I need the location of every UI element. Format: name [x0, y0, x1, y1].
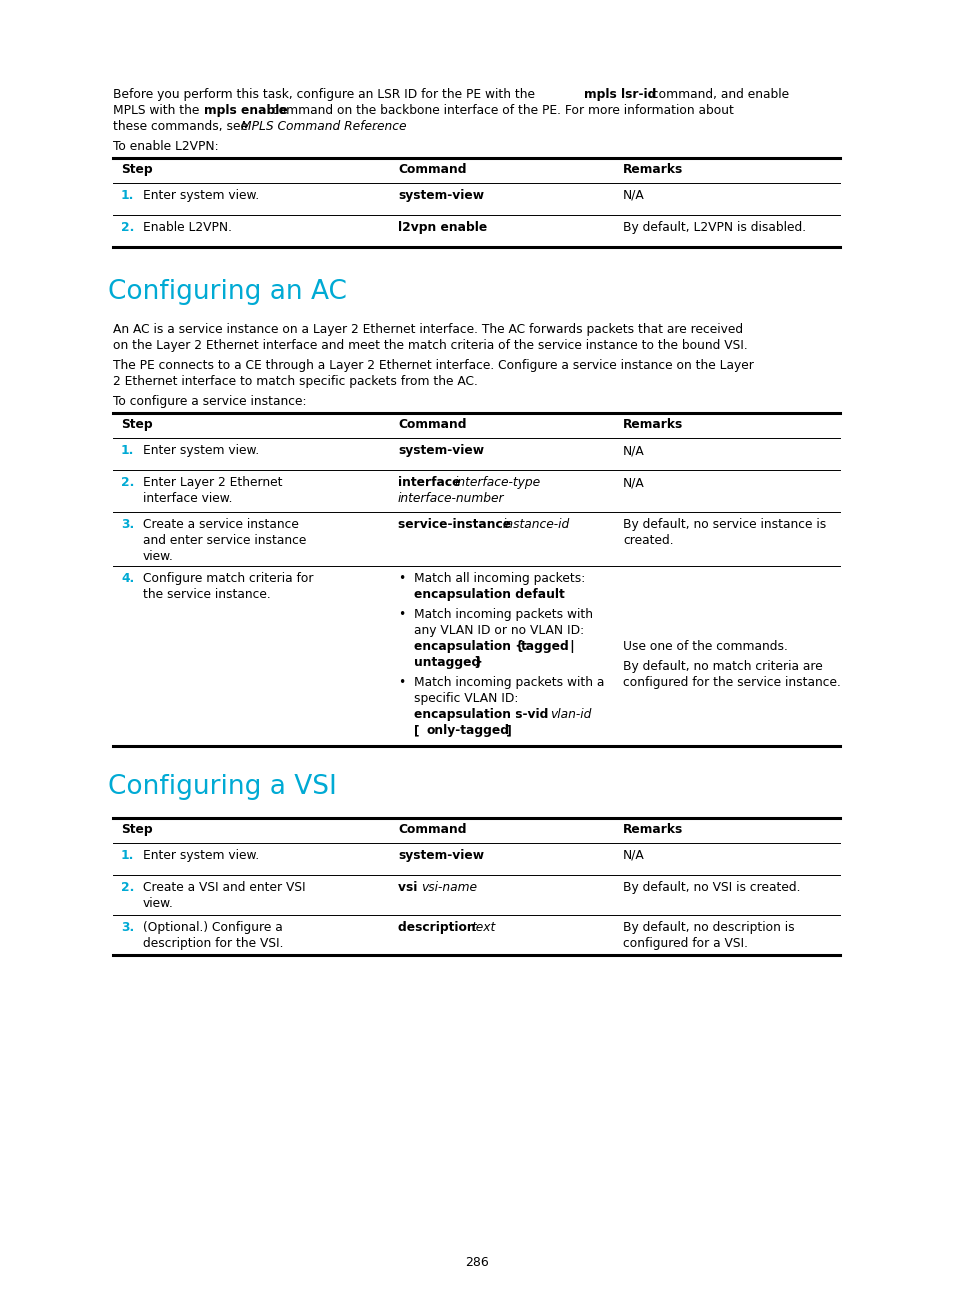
- Text: By default, no match criteria are: By default, no match criteria are: [622, 660, 821, 673]
- Text: To configure a service instance:: To configure a service instance:: [112, 395, 306, 408]
- Text: command, and enable: command, and enable: [647, 88, 788, 101]
- Text: and enter service instance: and enter service instance: [143, 534, 306, 547]
- Text: specific VLAN ID:: specific VLAN ID:: [414, 692, 517, 705]
- Text: Step: Step: [121, 163, 152, 176]
- Text: ]: ]: [501, 724, 511, 737]
- Text: 286: 286: [465, 1256, 488, 1269]
- Text: Step: Step: [121, 823, 152, 836]
- Text: vlan-id: vlan-id: [550, 708, 591, 721]
- Text: MPLS with the: MPLS with the: [112, 104, 203, 117]
- Text: the service instance.: the service instance.: [143, 588, 271, 601]
- Text: text: text: [471, 921, 495, 934]
- Text: MPLS Command Reference: MPLS Command Reference: [241, 121, 406, 133]
- Text: 4.: 4.: [121, 572, 134, 584]
- Text: 1.: 1.: [121, 445, 134, 457]
- Text: Step: Step: [121, 419, 152, 432]
- Text: Enter system view.: Enter system view.: [143, 849, 259, 862]
- Text: mpls enable: mpls enable: [204, 104, 288, 117]
- Text: vsi-name: vsi-name: [420, 881, 476, 894]
- Text: |: |: [565, 640, 574, 653]
- Text: Enter Layer 2 Ethernet: Enter Layer 2 Ethernet: [143, 476, 282, 489]
- Text: instance-id: instance-id: [502, 518, 570, 531]
- Text: Configuring an AC: Configuring an AC: [108, 279, 347, 305]
- Text: Configuring a VSI: Configuring a VSI: [108, 774, 336, 800]
- Text: description: description: [397, 921, 479, 934]
- Text: By default, no description is: By default, no description is: [622, 921, 794, 934]
- Text: view.: view.: [143, 550, 173, 562]
- Text: Enable L2VPN.: Enable L2VPN.: [143, 222, 232, 235]
- Text: Use one of the commands.: Use one of the commands.: [622, 640, 787, 653]
- Text: N/A: N/A: [622, 189, 644, 202]
- Text: interface: interface: [397, 476, 464, 489]
- Text: 2.: 2.: [121, 222, 134, 235]
- Text: system-view: system-view: [397, 189, 483, 202]
- Text: 3.: 3.: [121, 518, 134, 531]
- Text: Command: Command: [397, 419, 466, 432]
- Text: The PE connects to a CE through a Layer 2 Ethernet interface. Configure a servic: The PE connects to a CE through a Layer …: [112, 359, 753, 372]
- Text: 2.: 2.: [121, 881, 134, 894]
- Text: By default, L2VPN is disabled.: By default, L2VPN is disabled.: [622, 222, 805, 235]
- Text: 3.: 3.: [121, 921, 134, 934]
- Text: To enable L2VPN:: To enable L2VPN:: [112, 140, 218, 153]
- Text: created.: created.: [622, 534, 673, 547]
- Text: Create a VSI and enter VSI: Create a VSI and enter VSI: [143, 881, 305, 894]
- Text: Before you perform this task, configure an LSR ID for the PE with the: Before you perform this task, configure …: [112, 88, 538, 101]
- Text: view.: view.: [143, 897, 173, 910]
- Text: N/A: N/A: [622, 445, 644, 457]
- Text: Create a service instance: Create a service instance: [143, 518, 298, 531]
- Text: on the Layer 2 Ethernet interface and meet the match criteria of the service ins: on the Layer 2 Ethernet interface and me…: [112, 340, 747, 353]
- Text: Remarks: Remarks: [622, 419, 682, 432]
- Text: Enter system view.: Enter system view.: [143, 445, 259, 457]
- Text: interface-number: interface-number: [397, 492, 504, 505]
- Text: system-view: system-view: [397, 849, 483, 862]
- Text: encapsulation default: encapsulation default: [414, 588, 564, 601]
- Text: .: .: [373, 121, 376, 133]
- Text: configured for a VSI.: configured for a VSI.: [622, 937, 747, 950]
- Text: 2.: 2.: [121, 476, 134, 489]
- Text: encapsulation {: encapsulation {: [414, 640, 528, 653]
- Text: Match incoming packets with a: Match incoming packets with a: [414, 677, 604, 689]
- Text: •: •: [397, 677, 405, 689]
- Text: [: [: [414, 724, 423, 737]
- Text: interface view.: interface view.: [143, 492, 233, 505]
- Text: N/A: N/A: [622, 849, 644, 862]
- Text: By default, no VSI is created.: By default, no VSI is created.: [622, 881, 800, 894]
- Text: Match incoming packets with: Match incoming packets with: [414, 608, 593, 621]
- Text: Command: Command: [397, 823, 466, 836]
- Text: service-instance: service-instance: [397, 518, 515, 531]
- Text: any VLAN ID or no VLAN ID:: any VLAN ID or no VLAN ID:: [414, 623, 583, 638]
- Text: •: •: [397, 608, 405, 621]
- Text: By default, no service instance is: By default, no service instance is: [622, 518, 825, 531]
- Text: Command: Command: [397, 163, 466, 176]
- Text: Remarks: Remarks: [622, 823, 682, 836]
- Text: only-tagged: only-tagged: [427, 724, 510, 737]
- Text: An AC is a service instance on a Layer 2 Ethernet interface. The AC forwards pac: An AC is a service instance on a Layer 2…: [112, 323, 742, 336]
- Text: Match all incoming packets:: Match all incoming packets:: [414, 572, 584, 584]
- Text: vsi: vsi: [397, 881, 421, 894]
- Text: 1.: 1.: [121, 189, 134, 202]
- Text: N/A: N/A: [622, 476, 644, 489]
- Text: }: }: [470, 656, 482, 669]
- Text: Enter system view.: Enter system view.: [143, 189, 259, 202]
- Text: tagged: tagged: [520, 640, 569, 653]
- Text: 2 Ethernet interface to match specific packets from the AC.: 2 Ethernet interface to match specific p…: [112, 375, 477, 388]
- Text: these commands, see: these commands, see: [112, 121, 252, 133]
- Text: encapsulation s-vid: encapsulation s-vid: [414, 708, 552, 721]
- Text: Remarks: Remarks: [622, 163, 682, 176]
- Text: configured for the service instance.: configured for the service instance.: [622, 677, 840, 689]
- Text: interface-type: interface-type: [455, 476, 540, 489]
- Text: command on the backbone interface of the PE. For more information about: command on the backbone interface of the…: [268, 104, 733, 117]
- Text: mpls lsr-id: mpls lsr-id: [583, 88, 656, 101]
- Text: l2vpn enable: l2vpn enable: [397, 222, 487, 235]
- Text: 1.: 1.: [121, 849, 134, 862]
- Text: system-view: system-view: [397, 445, 483, 457]
- Text: untagged: untagged: [414, 656, 479, 669]
- Text: •: •: [397, 572, 405, 584]
- Text: description for the VSI.: description for the VSI.: [143, 937, 283, 950]
- Text: (Optional.) Configure a: (Optional.) Configure a: [143, 921, 282, 934]
- Text: Configure match criteria for: Configure match criteria for: [143, 572, 314, 584]
